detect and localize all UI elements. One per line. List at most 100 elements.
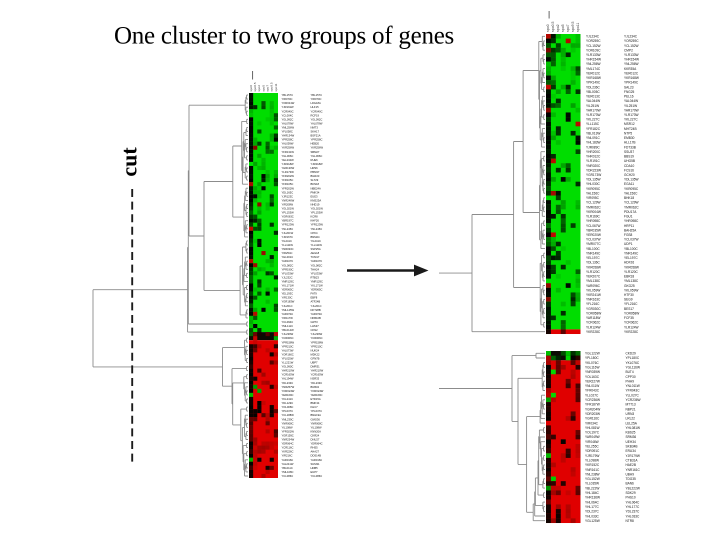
svg-text:YER012C: YER012C <box>586 71 601 75</box>
svg-text:YEL255C: YEL255C <box>585 445 599 449</box>
svg-text:YAR074C: YAR074C <box>282 312 294 316</box>
svg-text:YCL037W: YCL037W <box>624 238 639 242</box>
svg-text:YNR008C: YNR008C <box>282 421 294 425</box>
svg-text:YHL064C: YHL064C <box>585 500 600 504</box>
svg-text:YBL157C: YBL157C <box>311 93 323 97</box>
svg-text:YIR034C: YIR034C <box>585 421 599 425</box>
svg-text:YGL082C: YGL082C <box>282 263 294 267</box>
svg-text:BBS19: BBS19 <box>624 155 634 159</box>
svg-text:YJL201C: YJL201C <box>282 304 293 308</box>
svg-text:YHR130W: YHR130W <box>282 166 295 170</box>
svg-text:BMK34: BMK34 <box>311 401 320 405</box>
svg-text:RCF19: RCF19 <box>311 113 320 117</box>
svg-text:YJL232C: YJL232C <box>282 275 293 279</box>
svg-text:TCM17: TCM17 <box>311 255 320 259</box>
svg-text:YJR218W: YJR218W <box>311 162 324 166</box>
svg-text:BAN6: BAN6 <box>626 482 635 486</box>
svg-text:YJR179W: YJR179W <box>626 454 640 458</box>
svg-text:YCR006C: YCR006C <box>282 336 294 340</box>
svg-text:HDB5: HDB5 <box>311 466 319 470</box>
svg-text:YGR173W: YGR173W <box>586 173 601 177</box>
svg-text:BAH25A: BAH25A <box>624 228 637 232</box>
svg-text:EUP7: EUP7 <box>311 470 319 474</box>
svg-text:spo0: spo0 <box>546 24 550 32</box>
svg-text:YER169C: YER169C <box>311 393 323 397</box>
svg-text:BKN18: BKN18 <box>311 182 320 186</box>
svg-text:YHL183W: YHL183W <box>586 141 601 145</box>
svg-text:YPL180C: YPL180C <box>585 356 599 360</box>
svg-text:YAR107C: YAR107C <box>282 259 294 263</box>
svg-text:YAL194W: YAL194W <box>282 377 294 381</box>
svg-text:YOR024W: YOR024W <box>311 389 324 393</box>
svg-text:YFR105C: YFR105C <box>282 182 294 186</box>
svg-text:GKG25: GKG25 <box>624 284 635 288</box>
svg-text:EGA11: EGA11 <box>624 182 634 186</box>
svg-text:YGL066C: YGL066C <box>282 154 294 158</box>
svg-text:YDL237C: YDL237C <box>585 510 600 514</box>
svg-text:YCL086C: YCL086C <box>282 474 294 478</box>
svg-text:YLR124W: YLR124W <box>586 325 601 329</box>
svg-text:YCR062C: YCR062C <box>586 321 601 325</box>
svg-text:YNR163C: YNR163C <box>586 298 601 302</box>
svg-text:UBP7: UBP7 <box>311 361 319 365</box>
svg-text:YJR218W: YJR218W <box>282 162 295 166</box>
svg-text:YML138C: YML138C <box>586 279 601 283</box>
svg-text:RTB23: RTB23 <box>311 275 320 279</box>
svg-text:YKL227C: YKL227C <box>624 118 638 122</box>
svg-text:YML145W: YML145W <box>282 308 295 312</box>
svg-text:YFR202W: YFR202W <box>282 174 295 178</box>
svg-text:YOR024W: YOR024W <box>282 389 295 393</box>
svg-text:YIR117W: YIR117W <box>282 316 294 320</box>
svg-text:HEB20: HEB20 <box>311 142 320 146</box>
svg-text:FNG25: FNG25 <box>624 90 635 94</box>
svg-text:SSU37: SSU37 <box>624 150 634 154</box>
svg-text:YGR159C: YGR159C <box>282 433 294 437</box>
svg-text:YBL157C: YBL157C <box>282 93 294 97</box>
svg-text:BUB34: BUB34 <box>311 385 320 389</box>
svg-text:YCL037W: YCL037W <box>586 238 601 242</box>
svg-text:YPR210C: YPR210C <box>311 344 323 348</box>
svg-text:YAL156C: YAL156C <box>624 191 638 195</box>
svg-text:KKR35A: KKR35A <box>624 67 637 71</box>
svg-text:YHR134W: YHR134W <box>282 134 295 138</box>
svg-text:YMR129C: YMR129C <box>311 279 323 283</box>
svg-text:YFL216C: YFL216C <box>624 302 638 306</box>
svg-text:YNL238W: YNL238W <box>585 472 600 476</box>
svg-text:YFL033W: YFL033W <box>311 271 323 275</box>
svg-text:EUE3: EUE3 <box>311 194 319 198</box>
svg-text:YDL236C: YDL236C <box>586 85 601 89</box>
svg-text:YOR058W: YOR058W <box>586 311 601 315</box>
svg-text:YPR149C: YPR149C <box>624 81 639 85</box>
svg-text:YKL076C: YKL076C <box>585 361 599 365</box>
svg-text:KHC7: KHC7 <box>311 405 319 409</box>
svg-text:FGS8: FGS8 <box>624 233 633 237</box>
svg-text:YLL221W: YLL221W <box>282 361 294 365</box>
svg-text:YJR167C: YJR167C <box>282 235 294 239</box>
svg-text:YCR062C: YCR062C <box>624 321 639 325</box>
svg-text:YPL153W: YPL153W <box>282 211 295 215</box>
svg-text:YKR168W: YKR168W <box>624 76 639 80</box>
svg-text:YGL116W: YGL116W <box>626 365 640 369</box>
svg-text:YGL090C: YGL090C <box>282 365 294 369</box>
svg-text:MSR12: MSR12 <box>624 122 635 126</box>
svg-text:YPR158W: YPR158W <box>311 340 324 344</box>
svg-text:YNR161C: YNR161C <box>626 468 641 472</box>
svg-text:YLR133W: YLR133W <box>586 53 601 57</box>
svg-text:YLR173W: YLR173W <box>586 113 601 117</box>
svg-text:YNR039W: YNR039W <box>585 370 600 374</box>
svg-text:YFR131W: YFR131W <box>282 150 295 154</box>
svg-text:spo5: spo5 <box>561 24 565 32</box>
svg-text:BHK18: BHK18 <box>624 196 634 200</box>
svg-text:YHR136W: YHR136W <box>585 496 600 500</box>
svg-text:YHL001C: YHL001C <box>282 255 294 259</box>
svg-text:YLL027C: YLL027C <box>585 393 599 397</box>
svg-text:UEH34: UEH34 <box>626 440 637 444</box>
svg-text:One cluster to two groups of g: One cluster to two groups of genes <box>114 23 454 50</box>
svg-text:YBL222W: YBL222W <box>585 486 599 490</box>
svg-text:YAL059W: YAL059W <box>282 142 294 146</box>
svg-text:SLT29: SLT29 <box>311 178 319 182</box>
svg-text:YGL082C: YGL082C <box>311 263 323 267</box>
svg-text:KHF26: KHF26 <box>311 219 320 223</box>
svg-text:YDL135W: YDL135W <box>624 178 639 182</box>
svg-text:THH24: THH24 <box>311 267 320 271</box>
